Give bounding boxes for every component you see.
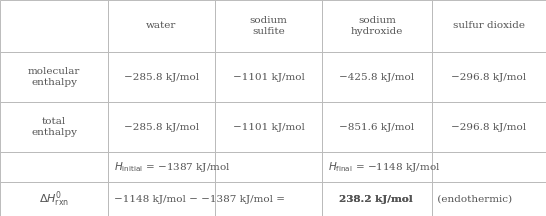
Text: sodium
hydroxide: sodium hydroxide bbox=[351, 16, 403, 36]
Bar bbox=[322, 182, 432, 216]
Text: −285.8 kJ/mol: −285.8 kJ/mol bbox=[124, 73, 199, 81]
Bar bbox=[215, 152, 322, 182]
Text: sodium
sulfite: sodium sulfite bbox=[250, 16, 287, 36]
Bar bbox=[215, 52, 322, 102]
Text: $H_{\mathrm{initial}}$ = −1387 kJ/mol: $H_{\mathrm{initial}}$ = −1387 kJ/mol bbox=[114, 160, 230, 174]
Text: −1101 kJ/mol: −1101 kJ/mol bbox=[233, 122, 305, 132]
Bar bbox=[322, 0, 432, 52]
Bar bbox=[322, 102, 432, 152]
Text: $H_{\mathrm{final}}$ = −1148 kJ/mol: $H_{\mathrm{final}}$ = −1148 kJ/mol bbox=[328, 160, 441, 174]
Text: $\Delta H^0_{\mathrm{rxn}}$: $\Delta H^0_{\mathrm{rxn}}$ bbox=[39, 189, 69, 209]
Text: −285.8 kJ/mol: −285.8 kJ/mol bbox=[124, 122, 199, 132]
Bar bbox=[432, 102, 546, 152]
Text: −425.8 kJ/mol: −425.8 kJ/mol bbox=[340, 73, 414, 81]
Text: 238.2 kJ/mol: 238.2 kJ/mol bbox=[339, 194, 412, 203]
Bar bbox=[0, 0, 108, 52]
Text: 238.2 kJ/mol: 238.2 kJ/mol bbox=[339, 194, 412, 203]
Text: total
enthalpy: total enthalpy bbox=[31, 117, 77, 137]
Bar bbox=[215, 0, 322, 52]
Bar bbox=[432, 182, 546, 216]
Text: −851.6 kJ/mol: −851.6 kJ/mol bbox=[340, 122, 414, 132]
Bar bbox=[0, 52, 108, 102]
Text: −1148 kJ/mol − −1387 kJ/mol =: −1148 kJ/mol − −1387 kJ/mol = bbox=[114, 194, 288, 203]
Bar bbox=[215, 182, 322, 216]
Bar bbox=[432, 52, 546, 102]
Bar bbox=[108, 102, 215, 152]
Text: molecular
enthalpy: molecular enthalpy bbox=[28, 67, 80, 87]
Bar bbox=[108, 0, 215, 52]
Bar bbox=[108, 152, 215, 182]
Bar bbox=[432, 0, 546, 52]
Text: (endothermic): (endothermic) bbox=[434, 194, 512, 203]
Text: water: water bbox=[146, 22, 177, 30]
Text: −296.8 kJ/mol: −296.8 kJ/mol bbox=[452, 73, 526, 81]
Bar bbox=[0, 102, 108, 152]
Bar bbox=[108, 52, 215, 102]
Text: −296.8 kJ/mol: −296.8 kJ/mol bbox=[452, 122, 526, 132]
Bar bbox=[432, 152, 546, 182]
Bar bbox=[108, 182, 215, 216]
Bar bbox=[322, 152, 432, 182]
Text: sulfur dioxide: sulfur dioxide bbox=[453, 22, 525, 30]
Text: −1101 kJ/mol: −1101 kJ/mol bbox=[233, 73, 305, 81]
Bar bbox=[0, 182, 108, 216]
Bar bbox=[0, 152, 108, 182]
Bar bbox=[215, 102, 322, 152]
Bar bbox=[322, 52, 432, 102]
